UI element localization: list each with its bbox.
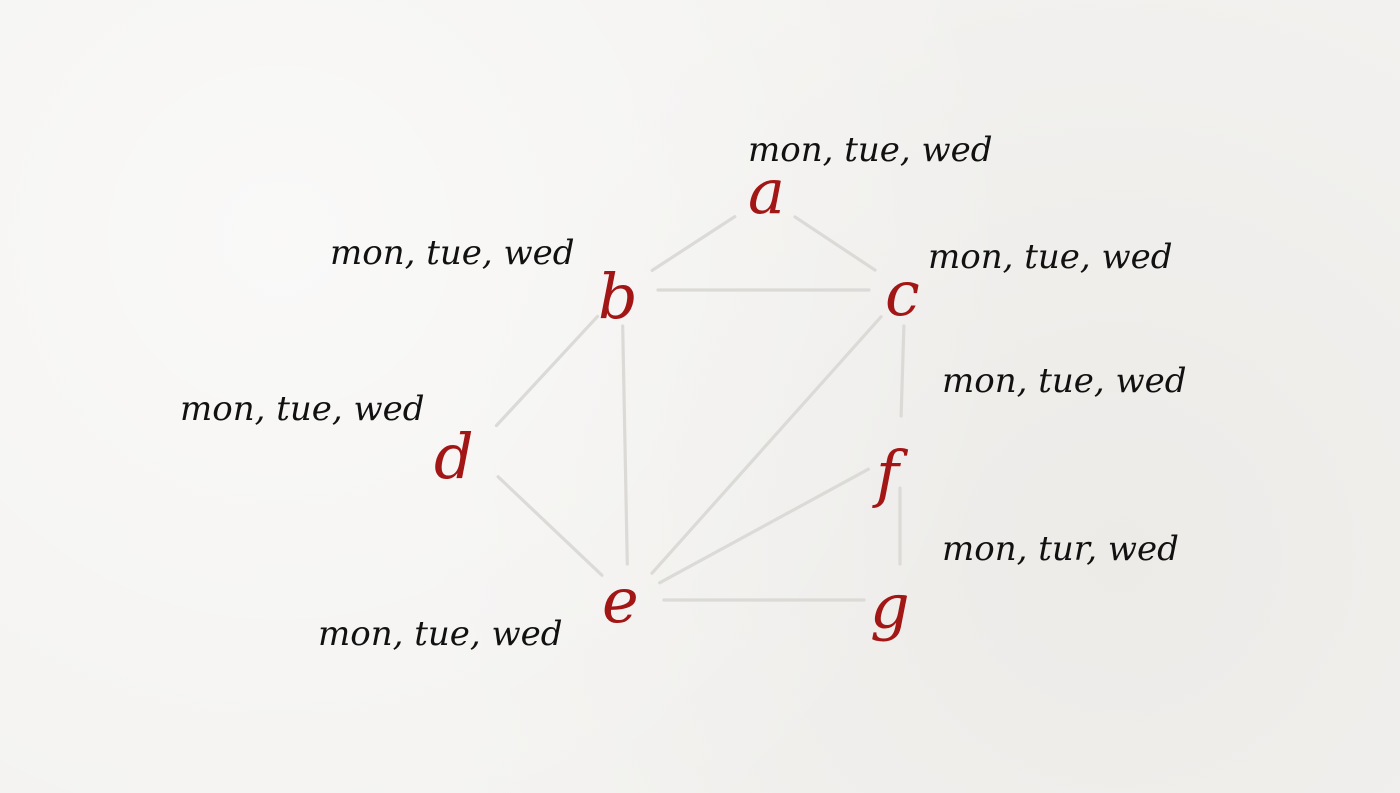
node-a: a (748, 155, 785, 228)
domain-g: mon, tur, wed (942, 529, 1179, 569)
domain-b: mon, tue, wed (330, 233, 575, 273)
edge-b-d (494, 314, 600, 428)
edge-e-f (658, 467, 870, 585)
edge-c-e (650, 315, 883, 575)
node-f: f (872, 437, 909, 510)
node-c: c (885, 257, 920, 330)
edge-b-e (621, 324, 629, 566)
edge-a-b (650, 215, 737, 272)
domain-f: mon, tue, wed (942, 361, 1187, 401)
node-d: d (434, 420, 474, 493)
node-g: g (870, 570, 910, 643)
domain-a: mon, tue, wed (748, 130, 993, 170)
node-e: e (602, 564, 639, 637)
edge-d-e (496, 475, 604, 577)
domain-c: mon, tue, wed (928, 237, 1173, 277)
node-b: b (598, 260, 638, 333)
node-layer: a b c d e f g (434, 155, 920, 643)
edge-c-f (899, 324, 906, 418)
domain-d: mon, tue, wed (180, 389, 425, 429)
domain-layer: mon, tue, wed mon, tue, wed mon, tue, we… (180, 130, 1187, 654)
edge-a-c (793, 215, 877, 272)
domain-e: mon, tue, wed (318, 614, 563, 654)
edge-layer (494, 215, 906, 602)
